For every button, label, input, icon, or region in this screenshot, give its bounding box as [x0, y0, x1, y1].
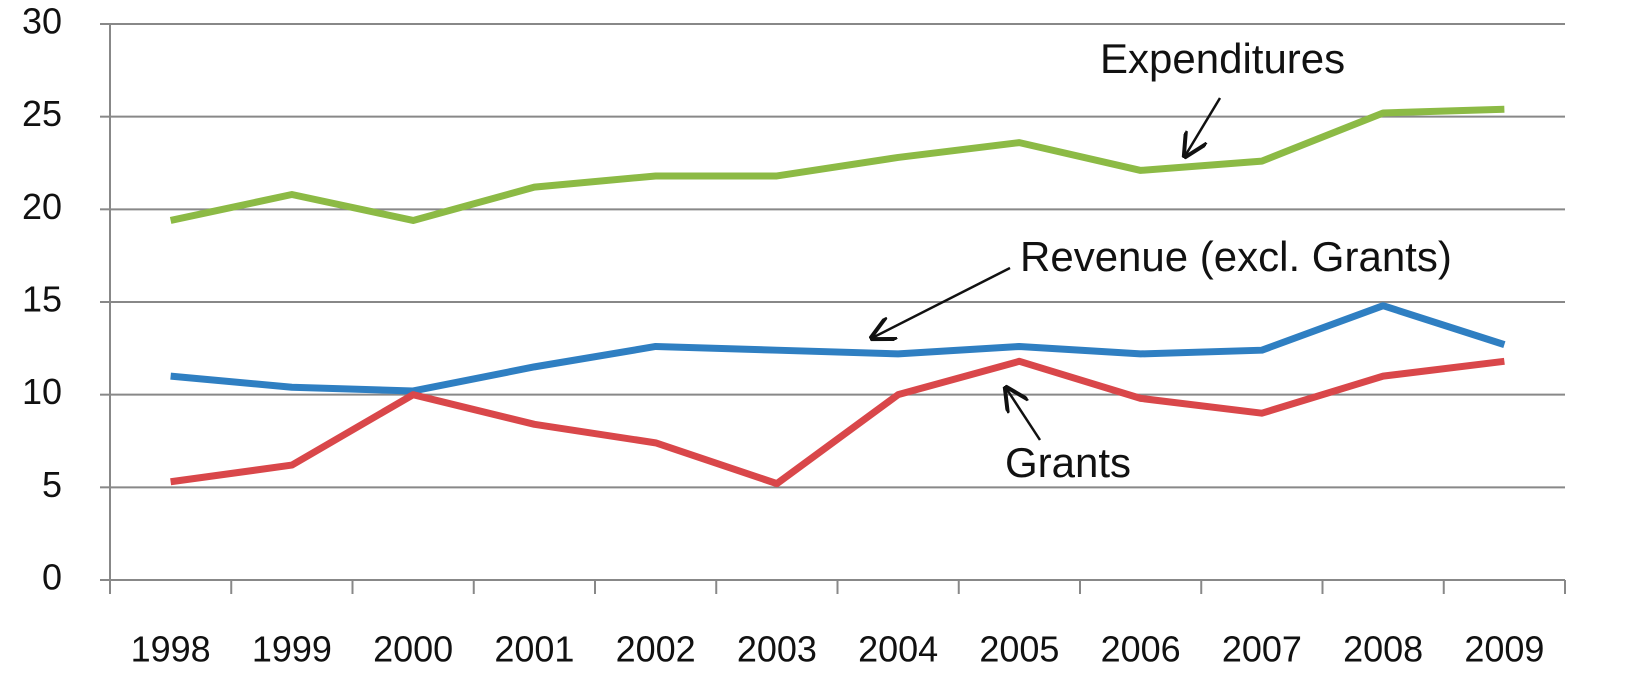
grid: [100, 23, 1566, 594]
x-tick-label: 2003: [737, 629, 817, 670]
series-line: [170, 302, 1506, 395]
x-tick-label: 2005: [979, 629, 1059, 670]
x-tick-label: 2006: [1101, 629, 1181, 670]
x-tick-label: 2001: [494, 629, 574, 670]
x-tick-label: 1999: [252, 629, 332, 670]
x-tick-label: 2000: [373, 629, 453, 670]
series-line: [169, 105, 1505, 224]
y-tick-label: 20: [22, 186, 62, 227]
y-tick-label: 15: [22, 279, 62, 320]
series-label: Expenditures: [1100, 35, 1345, 82]
x-tick-label: 2008: [1343, 629, 1423, 670]
y-tick-label: 30: [22, 1, 62, 42]
x-tick-label: 2002: [616, 629, 696, 670]
lines: [169, 105, 1506, 488]
x-tick-label: 2009: [1464, 629, 1544, 670]
arrow: [1185, 97, 1222, 156]
series-line: [170, 357, 1505, 488]
series-label: Grants: [1005, 439, 1131, 486]
y-tick-label: 10: [22, 371, 62, 412]
arrow: [872, 266, 1011, 338]
y-tick-label: 25: [22, 93, 62, 134]
arrow: [1006, 388, 1042, 441]
series-label: Revenue (excl. Grants): [1020, 233, 1452, 280]
x-tick-label: 1998: [131, 629, 211, 670]
x-tick-label: 2004: [858, 629, 938, 670]
y-tick-label: 5: [42, 464, 62, 505]
x-tick-label: 2007: [1222, 629, 1302, 670]
y-tick-label: 0: [42, 557, 62, 598]
